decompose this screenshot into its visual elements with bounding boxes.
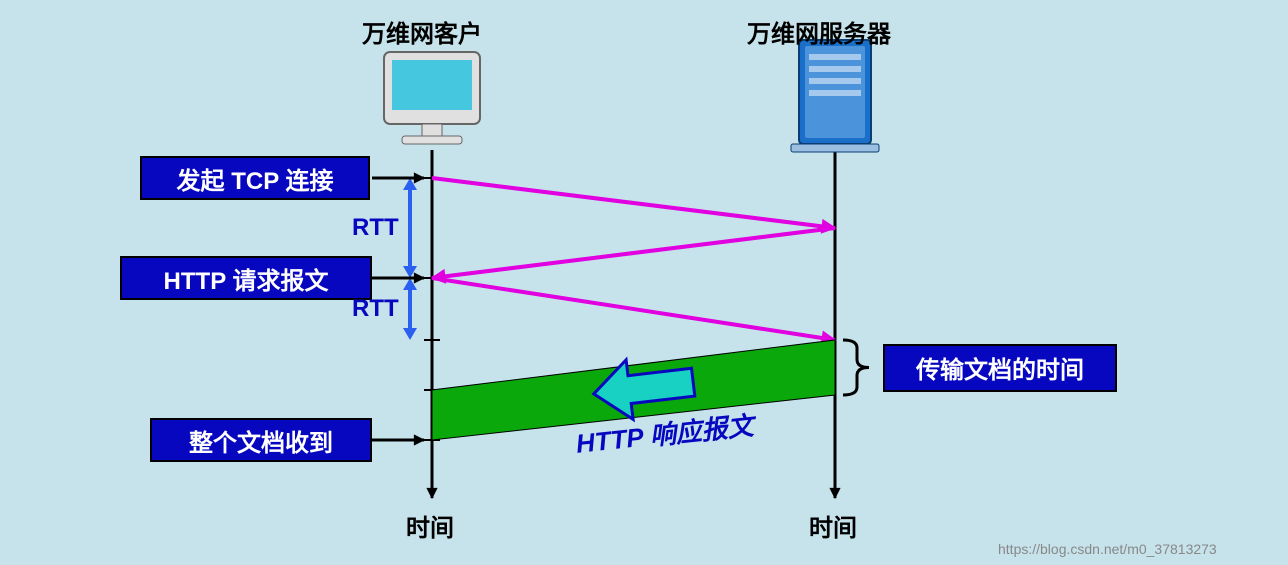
time-label-client: 时间	[406, 508, 454, 543]
tcp-ack-line	[432, 228, 835, 278]
server-title: 万维网服务器	[747, 14, 891, 49]
client-title: 万维网客户	[362, 14, 482, 49]
rtt-label-2: RTT	[352, 295, 399, 323]
transfer-time-bracket	[843, 340, 869, 395]
tcp-syn-line	[432, 178, 835, 228]
label-tcp-connect: 发起 TCP 连接	[140, 156, 370, 200]
http-request-line	[432, 278, 835, 340]
label-doc-received: 整个文档收到	[150, 418, 372, 462]
diagram-stage: 发起 TCP 连接 HTTP 请求报文整个文档收到 传输文档的时间 万维网客户 万维网服…	[0, 0, 1288, 565]
label-http-request: HTTP 请求报文	[120, 256, 372, 300]
time-label-server: 时间	[809, 508, 857, 543]
watermark: https://blog.csdn.net/m0_37813273	[998, 541, 1217, 557]
rtt-label-1: RTT	[352, 214, 399, 242]
label-transfer-time: 传输文档的时间	[883, 344, 1117, 392]
